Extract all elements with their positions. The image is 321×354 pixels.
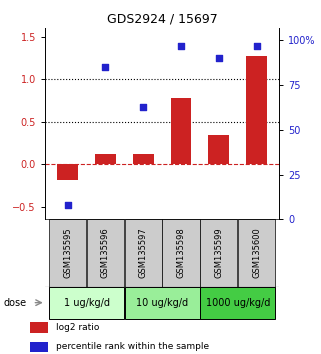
Text: GSM135595: GSM135595 (63, 228, 72, 279)
Bar (208, 135, 229, 164)
Bar (200, 287, 275, 319)
Bar (49, 287, 124, 319)
Bar (57, 164, 78, 179)
Point (103, 64, 108, 70)
Bar (200, 219, 237, 287)
Point (65, 202, 70, 208)
Text: percentile rank within the sample: percentile rank within the sample (56, 342, 210, 352)
Text: 1000 ug/kg/d: 1000 ug/kg/d (205, 298, 270, 308)
Text: log2 ratio: log2 ratio (56, 323, 100, 332)
Text: GSM135599: GSM135599 (214, 228, 223, 279)
Bar (87, 219, 124, 287)
Title: GDS2924 / 15697: GDS2924 / 15697 (107, 13, 218, 26)
Bar (238, 219, 275, 287)
Text: GSM135596: GSM135596 (101, 228, 110, 279)
Bar (49, 219, 86, 287)
Bar (125, 287, 200, 319)
Bar (133, 154, 154, 164)
Text: 1 ug/kg/d: 1 ug/kg/d (64, 298, 109, 308)
Bar (30, 342, 48, 352)
Text: GSM135597: GSM135597 (139, 228, 148, 279)
Bar (125, 219, 162, 287)
Point (178, 43, 184, 48)
Point (216, 55, 221, 61)
Text: 10 ug/kg/d: 10 ug/kg/d (136, 298, 188, 308)
Text: GSM135598: GSM135598 (177, 228, 186, 279)
Text: GSM135600: GSM135600 (252, 228, 261, 279)
Bar (30, 322, 48, 333)
Bar (162, 219, 200, 287)
Bar (246, 56, 267, 164)
Bar (95, 154, 116, 164)
Point (254, 43, 259, 48)
Bar (170, 98, 191, 164)
Text: dose: dose (3, 298, 26, 308)
Point (141, 104, 146, 109)
